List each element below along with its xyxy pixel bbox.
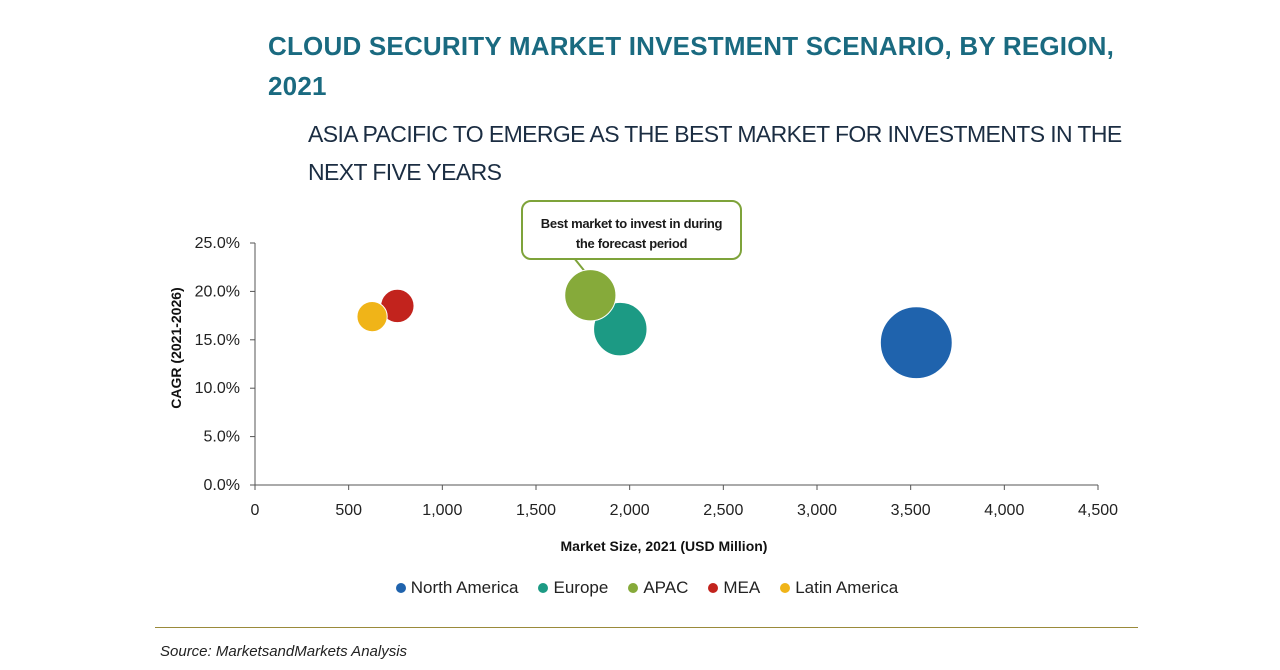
legend-marker [538,583,549,593]
best-market-callout: Best market to invest in during the fore… [521,200,742,260]
legend-label: Europe [553,578,609,597]
legend-item-latin-america: Latin America [780,578,898,598]
legend-marker [708,583,719,593]
legend-item-mea: MEA [708,578,760,598]
chart-title: CLOUD SECURITY MARKET INVESTMENT SCENARI… [268,31,1115,101]
x-tick-label: 2,000 [610,502,650,519]
legend-label: North America [410,578,519,597]
legend-label: MEA [723,578,761,597]
legend-item-europe: Europe [538,578,608,598]
source-divider [155,627,1138,628]
x-tick-label: 0 [251,502,260,519]
x-tick-label: 4,000 [984,502,1024,519]
legend-label: APAC [643,578,689,597]
legend-marker [395,583,406,593]
y-tick-label: 15.0% [195,332,240,349]
callout-line-1: Best market to invest in during [540,216,723,231]
bubble-north-america [879,306,953,380]
callout-text: Best market to invest in during the fore… [523,214,740,254]
bubble-europe [593,301,648,357]
x-tick-label: 2,500 [703,502,743,519]
chart-axes: 0.0% 5.0% 10.0% 15.0% 20.0% 25.0% 0 500 1,000 1,5… [195,235,1118,519]
legend-marker [628,583,639,593]
y-tick-label: 5.0% [204,429,240,446]
legend-item-apac: APAC [628,578,688,598]
source-note: Source: MarketsandMarkets Analysis [160,643,408,660]
legend-marker [780,583,791,593]
legend-label: Latin America [795,578,899,597]
y-axis-title: CAGR (2021-2026) [168,287,184,408]
y-tick-label: 25.0% [195,235,240,252]
callout-line-2: the forecast period [575,236,688,251]
x-axis-title: Market Size, 2021 (USD Million) [561,538,768,554]
x-tick-label: 3,500 [891,502,931,519]
x-tick-label: 3,000 [797,502,837,519]
y-tick-label: 0.0% [204,477,240,494]
bubble-latin-america [356,300,388,333]
x-tick-label: 1,500 [516,502,556,519]
legend-item-north-america: North America [395,578,519,598]
chart-subtitle: ASIA PACIFIC TO EMERGE AS THE BEST MARKE… [308,121,1122,185]
y-tick-label: 10.0% [195,380,240,397]
x-tick-label: 500 [335,502,362,519]
chart-legend: North America Europe APAC MEA Latin America [0,578,1280,598]
bubble-apac [564,269,617,322]
x-tick-label: 1,000 [422,502,462,519]
chart-bubbles [356,269,953,380]
y-tick-label: 20.0% [195,283,240,300]
x-tick-label: 4,500 [1078,502,1118,519]
